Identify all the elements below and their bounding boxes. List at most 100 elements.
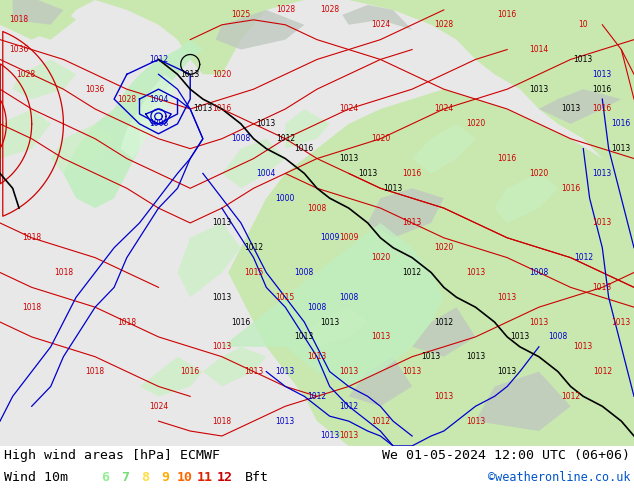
Text: 1013: 1013 bbox=[384, 184, 403, 193]
Text: 11: 11 bbox=[197, 471, 213, 485]
Text: 1013: 1013 bbox=[466, 268, 485, 277]
Text: 1013: 1013 bbox=[593, 169, 612, 178]
Text: 1013: 1013 bbox=[358, 169, 377, 178]
Text: 1013: 1013 bbox=[320, 432, 339, 441]
Text: 1012: 1012 bbox=[149, 55, 168, 64]
Text: 1015: 1015 bbox=[276, 293, 295, 302]
Text: 1004: 1004 bbox=[257, 169, 276, 178]
Text: 1016: 1016 bbox=[295, 144, 314, 153]
Text: 1013: 1013 bbox=[466, 416, 485, 426]
Text: 1013: 1013 bbox=[529, 318, 548, 326]
Text: 1013: 1013 bbox=[498, 367, 517, 376]
Text: 1018: 1018 bbox=[22, 303, 41, 312]
Text: 1013: 1013 bbox=[276, 367, 295, 376]
Text: 1018: 1018 bbox=[212, 416, 231, 426]
Polygon shape bbox=[495, 173, 558, 223]
Polygon shape bbox=[13, 0, 63, 25]
Text: 1013: 1013 bbox=[574, 55, 593, 64]
Text: 1008: 1008 bbox=[307, 203, 327, 213]
Text: 1028: 1028 bbox=[434, 20, 453, 29]
Text: 1008: 1008 bbox=[529, 268, 548, 277]
Text: 1013: 1013 bbox=[371, 332, 390, 342]
Text: 1008: 1008 bbox=[339, 293, 358, 302]
Text: 1016: 1016 bbox=[212, 104, 231, 114]
Text: 1013: 1013 bbox=[339, 432, 358, 441]
Text: Bft: Bft bbox=[245, 471, 269, 485]
Text: 1012: 1012 bbox=[307, 392, 327, 401]
Text: 1013: 1013 bbox=[422, 352, 441, 361]
Polygon shape bbox=[0, 0, 634, 198]
Text: 1016: 1016 bbox=[612, 120, 631, 128]
Text: 1014: 1014 bbox=[529, 45, 548, 54]
Polygon shape bbox=[0, 446, 634, 490]
Text: 8: 8 bbox=[141, 471, 149, 485]
Polygon shape bbox=[539, 89, 621, 124]
Text: 1013: 1013 bbox=[244, 367, 263, 376]
Polygon shape bbox=[285, 109, 330, 148]
Text: 1013: 1013 bbox=[498, 293, 517, 302]
Text: 1013: 1013 bbox=[466, 352, 485, 361]
Text: 1013: 1013 bbox=[593, 283, 612, 292]
Text: 1013: 1013 bbox=[276, 416, 295, 426]
Text: 1028: 1028 bbox=[16, 70, 35, 79]
Text: 1016: 1016 bbox=[593, 104, 612, 114]
Text: 1012: 1012 bbox=[276, 134, 295, 143]
Text: 1013: 1013 bbox=[403, 219, 422, 227]
Text: 1016: 1016 bbox=[561, 184, 580, 193]
Text: 10: 10 bbox=[578, 20, 588, 29]
Text: High wind areas [hPa] ECMWF: High wind areas [hPa] ECMWF bbox=[4, 449, 220, 463]
Polygon shape bbox=[63, 40, 203, 208]
Polygon shape bbox=[203, 347, 266, 387]
Text: 1013: 1013 bbox=[212, 293, 231, 302]
Text: 1018: 1018 bbox=[86, 367, 105, 376]
Text: 1013: 1013 bbox=[574, 343, 593, 351]
Text: 1004: 1004 bbox=[149, 95, 168, 103]
Polygon shape bbox=[178, 223, 241, 297]
Text: 1016: 1016 bbox=[403, 169, 422, 178]
Text: ©weatheronline.co.uk: ©weatheronline.co.uk bbox=[488, 471, 630, 485]
Text: 1012: 1012 bbox=[574, 253, 593, 262]
Text: 1012: 1012 bbox=[561, 392, 580, 401]
Text: 1013: 1013 bbox=[193, 104, 212, 114]
Text: 1013: 1013 bbox=[320, 318, 339, 326]
Polygon shape bbox=[216, 10, 304, 49]
Text: 1028: 1028 bbox=[117, 95, 136, 103]
Polygon shape bbox=[0, 0, 634, 446]
Text: 1012: 1012 bbox=[403, 268, 422, 277]
Text: 1020: 1020 bbox=[434, 243, 453, 252]
Text: 1013: 1013 bbox=[307, 352, 327, 361]
Text: 1012: 1012 bbox=[593, 367, 612, 376]
Text: 10: 10 bbox=[177, 471, 193, 485]
Polygon shape bbox=[222, 139, 285, 188]
Text: 1024: 1024 bbox=[434, 104, 453, 114]
Text: 1018: 1018 bbox=[117, 318, 136, 326]
Text: 1020: 1020 bbox=[529, 169, 548, 178]
Text: 1024: 1024 bbox=[339, 104, 358, 114]
Polygon shape bbox=[0, 0, 76, 40]
Text: 1020: 1020 bbox=[466, 120, 485, 128]
Text: 1018: 1018 bbox=[10, 15, 29, 24]
Text: 1013: 1013 bbox=[212, 343, 231, 351]
Text: 1008: 1008 bbox=[307, 303, 327, 312]
Text: 7: 7 bbox=[121, 471, 129, 485]
Text: 1013: 1013 bbox=[257, 120, 276, 128]
Text: 1016: 1016 bbox=[498, 10, 517, 20]
Polygon shape bbox=[0, 109, 51, 159]
Text: 1013: 1013 bbox=[593, 70, 612, 79]
Text: We 01-05-2024 12:00 UTC (06+06): We 01-05-2024 12:00 UTC (06+06) bbox=[382, 449, 630, 463]
Polygon shape bbox=[228, 89, 634, 446]
Text: 1012: 1012 bbox=[371, 416, 390, 426]
Text: 1013: 1013 bbox=[529, 85, 548, 94]
Polygon shape bbox=[349, 357, 412, 406]
Text: 1008: 1008 bbox=[231, 134, 250, 143]
Text: 1013: 1013 bbox=[181, 70, 200, 79]
Text: 1013: 1013 bbox=[434, 392, 453, 401]
Text: 1020: 1020 bbox=[371, 134, 390, 143]
Text: Wind 10m: Wind 10m bbox=[4, 471, 68, 485]
Text: 1013: 1013 bbox=[339, 367, 358, 376]
Text: 1018: 1018 bbox=[22, 233, 41, 243]
Text: 1020: 1020 bbox=[371, 253, 390, 262]
Text: 1013: 1013 bbox=[403, 367, 422, 376]
Text: 1015: 1015 bbox=[244, 268, 263, 277]
Text: 1016: 1016 bbox=[498, 154, 517, 163]
